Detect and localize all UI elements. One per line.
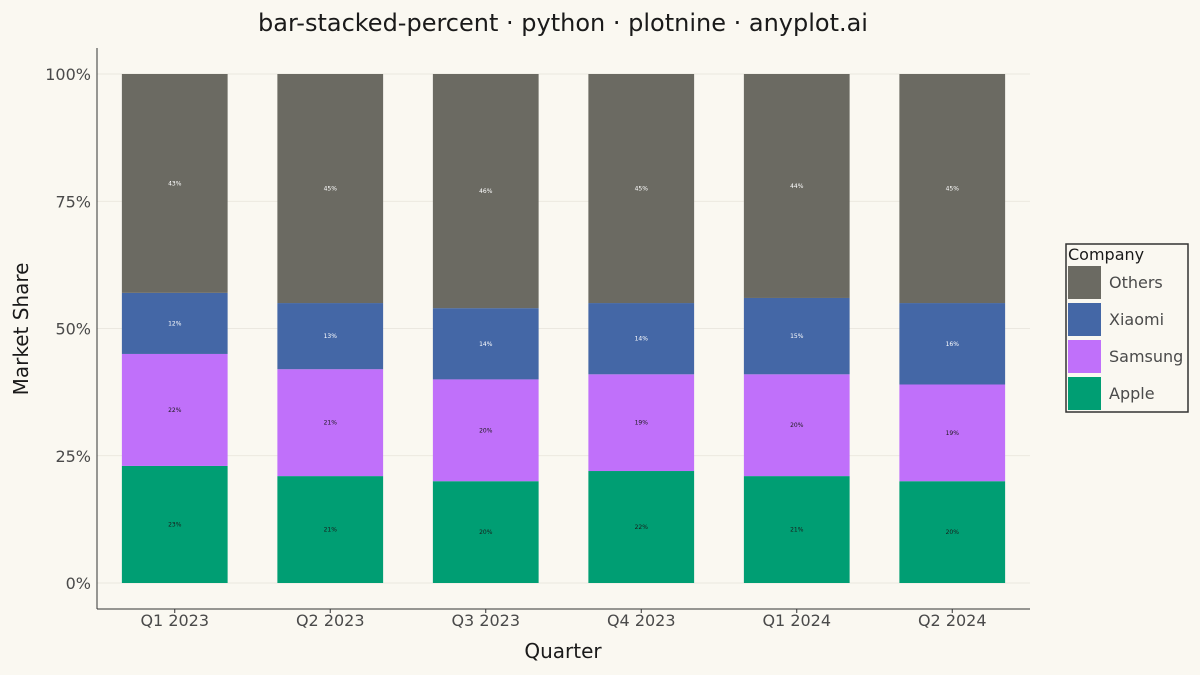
data-label-others-1: 45% bbox=[324, 186, 338, 193]
data-label-apple-5: 20% bbox=[946, 529, 960, 536]
data-label-samsung-4: 20% bbox=[790, 422, 804, 429]
bar-samsung-2 bbox=[432, 379, 539, 482]
bar-apple-3 bbox=[588, 471, 695, 583]
bar-others-3 bbox=[588, 74, 695, 304]
data-label-xiaomi-2: 14% bbox=[479, 341, 493, 348]
bar-apple-1 bbox=[277, 476, 384, 583]
legend-title: Company bbox=[1068, 245, 1144, 264]
bar-samsung-3 bbox=[588, 374, 695, 472]
y-tick-label-1: 25% bbox=[55, 447, 91, 466]
bar-apple-5 bbox=[899, 481, 1006, 583]
data-label-others-4: 44% bbox=[790, 183, 804, 190]
x-tick-label-5: Q2 2024 bbox=[918, 611, 987, 630]
data-label-others-0: 43% bbox=[168, 180, 182, 187]
legend-label-apple: Apple bbox=[1109, 384, 1155, 403]
y-axis-label: Market Share bbox=[9, 263, 33, 396]
legend-key-samsung bbox=[1068, 340, 1101, 373]
data-label-xiaomi-3: 14% bbox=[635, 336, 649, 343]
legend-label-xiaomi: Xiaomi bbox=[1109, 310, 1164, 329]
data-label-samsung-0: 22% bbox=[168, 407, 182, 414]
legend-label-samsung: Samsung bbox=[1109, 347, 1183, 366]
x-tick-label-3: Q4 2023 bbox=[607, 611, 676, 630]
x-tick-label-1: Q2 2023 bbox=[296, 611, 365, 630]
bar-apple-4 bbox=[743, 476, 850, 583]
x-tick-label-0: Q1 2023 bbox=[140, 611, 209, 630]
bar-others-0 bbox=[121, 74, 228, 293]
bar-others-4 bbox=[743, 74, 850, 298]
data-label-others-3: 45% bbox=[635, 186, 649, 193]
data-label-apple-0: 23% bbox=[168, 521, 182, 528]
legend-key-others bbox=[1068, 266, 1101, 299]
bar-samsung-0 bbox=[121, 353, 228, 466]
data-label-samsung-3: 19% bbox=[635, 420, 649, 427]
data-label-apple-2: 20% bbox=[479, 529, 493, 536]
data-label-apple-1: 21% bbox=[324, 527, 338, 534]
data-label-xiaomi-1: 13% bbox=[324, 333, 338, 340]
legend-key-xiaomi bbox=[1068, 303, 1101, 336]
data-label-apple-3: 22% bbox=[635, 524, 649, 531]
data-label-samsung-1: 21% bbox=[324, 420, 338, 427]
y-tick-label-2: 50% bbox=[55, 320, 91, 339]
legend-key-apple bbox=[1068, 377, 1101, 410]
bar-apple-2 bbox=[432, 481, 539, 583]
bar-samsung-5 bbox=[899, 384, 1006, 482]
data-label-others-2: 46% bbox=[479, 188, 493, 195]
bar-xiaomi-2 bbox=[432, 308, 539, 380]
bar-xiaomi-0 bbox=[121, 292, 228, 354]
chart-title: bar-stacked-percent · python · plotnine … bbox=[258, 9, 868, 37]
data-label-xiaomi-5: 16% bbox=[946, 341, 960, 348]
data-label-others-5: 45% bbox=[946, 186, 960, 193]
bar-xiaomi-3 bbox=[588, 303, 695, 375]
bar-xiaomi-5 bbox=[899, 303, 1006, 385]
data-label-samsung-5: 19% bbox=[946, 430, 960, 437]
bar-samsung-4 bbox=[743, 374, 850, 477]
bar-xiaomi-1 bbox=[277, 303, 384, 370]
bar-apple-0 bbox=[121, 465, 228, 583]
y-tick-label-0: 0% bbox=[66, 574, 91, 593]
data-label-xiaomi-4: 15% bbox=[790, 333, 804, 340]
data-label-samsung-2: 20% bbox=[479, 427, 493, 434]
y-tick-label-3: 75% bbox=[55, 192, 91, 211]
data-label-apple-4: 21% bbox=[790, 527, 804, 534]
bar-others-2 bbox=[432, 74, 539, 309]
legend-label-others: Others bbox=[1109, 273, 1163, 292]
x-axis-label: Quarter bbox=[524, 639, 602, 663]
x-tick-label-4: Q1 2024 bbox=[762, 611, 831, 630]
bar-others-5 bbox=[899, 74, 1006, 304]
y-tick-label-4: 100% bbox=[45, 65, 91, 84]
x-tick-label-2: Q3 2023 bbox=[451, 611, 520, 630]
bar-samsung-1 bbox=[277, 369, 384, 477]
bar-xiaomi-4 bbox=[743, 297, 850, 375]
data-label-xiaomi-0: 12% bbox=[168, 320, 182, 327]
bar-others-1 bbox=[277, 74, 384, 304]
